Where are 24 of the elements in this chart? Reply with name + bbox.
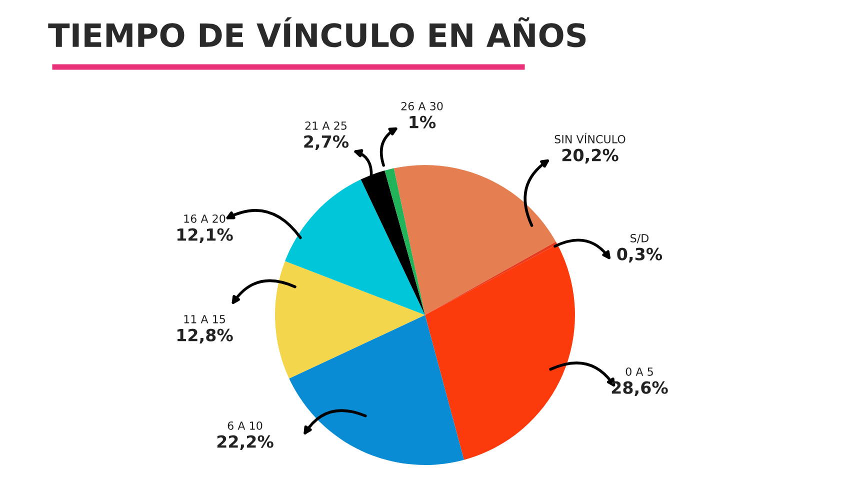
pie-slice [425, 244, 575, 460]
data-label: 20,2% [562, 148, 618, 164]
slice-label: 0 A 5 [626, 367, 653, 376]
pie-slice [425, 242, 558, 315]
data-label: 12,8% [177, 328, 233, 344]
data-label: 28,6% [612, 381, 668, 396]
slice-label: SIN VÍNCULO [554, 132, 626, 144]
pie-slice [394, 165, 556, 315]
slice-label: 11 A 15 [184, 315, 225, 324]
pie-slice [289, 315, 464, 465]
slice-label: 26 A 30 [401, 102, 443, 110]
pie-slice [285, 179, 425, 315]
data-label: 12,1% [177, 228, 233, 244]
data-label: 0,3% [617, 248, 662, 263]
data-label: 22,2% [217, 435, 274, 450]
slice-label: 21 A 25 [305, 121, 346, 130]
pie-slice [275, 261, 425, 379]
slice-label: 16 A 20 [184, 214, 226, 223]
data-label: 1% [410, 116, 436, 128]
chart-title: TIEMPO DE VÍNCULO EN AÑOS [48, 17, 586, 48]
pie-slice [384, 168, 425, 315]
slice-label: S/D [630, 234, 649, 244]
data-label: 2,7% [304, 135, 349, 150]
slice-label: 6 A 10 [228, 421, 262, 430]
